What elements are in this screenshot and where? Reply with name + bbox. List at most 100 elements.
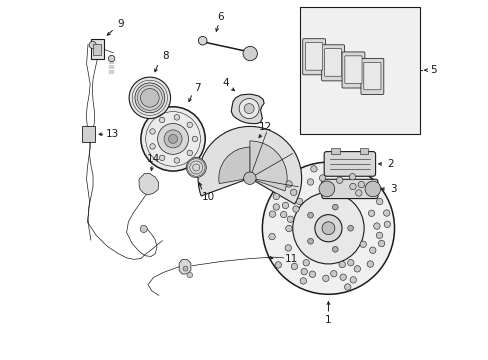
Circle shape [272, 204, 279, 210]
Circle shape [275, 262, 281, 268]
FancyBboxPatch shape [363, 62, 380, 90]
Circle shape [369, 247, 375, 253]
Circle shape [159, 117, 164, 123]
Circle shape [348, 174, 355, 180]
Wedge shape [218, 147, 249, 184]
Circle shape [322, 275, 328, 282]
Bar [359, 148, 367, 154]
Circle shape [174, 114, 179, 120]
Circle shape [308, 271, 315, 278]
Circle shape [344, 284, 350, 290]
FancyBboxPatch shape [344, 56, 361, 84]
Circle shape [332, 204, 338, 210]
Text: 9: 9 [117, 19, 123, 29]
FancyBboxPatch shape [360, 58, 383, 94]
Circle shape [303, 260, 309, 266]
Circle shape [355, 190, 361, 196]
Circle shape [384, 221, 390, 228]
Circle shape [373, 223, 379, 229]
Circle shape [322, 222, 334, 235]
Text: 10: 10 [202, 192, 215, 202]
Circle shape [310, 166, 317, 172]
Circle shape [292, 193, 364, 264]
Bar [91, 39, 103, 59]
Circle shape [262, 162, 394, 294]
Bar [299, 7, 419, 134]
Wedge shape [198, 126, 301, 204]
Circle shape [243, 46, 257, 61]
Bar [331, 148, 339, 154]
Circle shape [183, 266, 188, 271]
Circle shape [349, 276, 356, 283]
Text: 11: 11 [284, 253, 297, 264]
Circle shape [365, 181, 380, 197]
Circle shape [129, 77, 170, 118]
Circle shape [353, 266, 360, 272]
Circle shape [174, 158, 179, 163]
Text: 13: 13 [106, 129, 119, 139]
FancyBboxPatch shape [321, 45, 344, 81]
FancyBboxPatch shape [341, 52, 364, 88]
Circle shape [187, 150, 192, 156]
Circle shape [339, 274, 346, 280]
FancyBboxPatch shape [321, 179, 377, 199]
Circle shape [347, 260, 353, 266]
Circle shape [272, 193, 279, 200]
Circle shape [307, 238, 313, 244]
Circle shape [347, 225, 353, 231]
Circle shape [163, 130, 182, 148]
Circle shape [307, 212, 313, 218]
Text: 5: 5 [429, 65, 436, 75]
Circle shape [149, 129, 155, 134]
Circle shape [141, 107, 205, 171]
Circle shape [318, 181, 334, 197]
Circle shape [285, 245, 291, 251]
Circle shape [366, 261, 373, 267]
FancyBboxPatch shape [305, 42, 322, 70]
Circle shape [186, 157, 206, 177]
Circle shape [376, 232, 382, 239]
Text: 14: 14 [146, 154, 160, 163]
Circle shape [243, 172, 256, 184]
FancyBboxPatch shape [324, 49, 341, 76]
Circle shape [280, 211, 286, 218]
FancyBboxPatch shape [302, 39, 325, 75]
Circle shape [338, 261, 345, 268]
Circle shape [319, 175, 325, 181]
Circle shape [285, 181, 292, 187]
Circle shape [89, 41, 96, 49]
Circle shape [159, 155, 164, 161]
Polygon shape [231, 94, 264, 123]
FancyBboxPatch shape [324, 152, 375, 176]
Circle shape [269, 211, 275, 217]
Circle shape [140, 225, 147, 233]
Circle shape [296, 198, 302, 205]
Circle shape [336, 177, 342, 183]
Circle shape [239, 99, 259, 118]
Circle shape [330, 270, 336, 277]
Circle shape [307, 179, 313, 185]
Text: 12: 12 [259, 122, 272, 132]
Circle shape [192, 136, 197, 141]
Circle shape [244, 104, 254, 113]
Polygon shape [179, 260, 190, 274]
Circle shape [314, 215, 341, 242]
Circle shape [186, 272, 192, 278]
Text: 4: 4 [222, 78, 229, 88]
Circle shape [168, 134, 177, 143]
Circle shape [135, 83, 164, 113]
Circle shape [357, 181, 364, 188]
Circle shape [378, 240, 384, 247]
Circle shape [140, 89, 159, 107]
Circle shape [268, 233, 275, 240]
Circle shape [292, 206, 299, 212]
Wedge shape [249, 141, 286, 191]
Circle shape [157, 123, 188, 154]
Polygon shape [139, 174, 159, 195]
Text: 8: 8 [163, 51, 169, 62]
Circle shape [282, 202, 288, 209]
Text: 7: 7 [194, 83, 200, 93]
Text: 2: 2 [387, 159, 393, 169]
Circle shape [290, 189, 296, 195]
Circle shape [108, 55, 115, 62]
